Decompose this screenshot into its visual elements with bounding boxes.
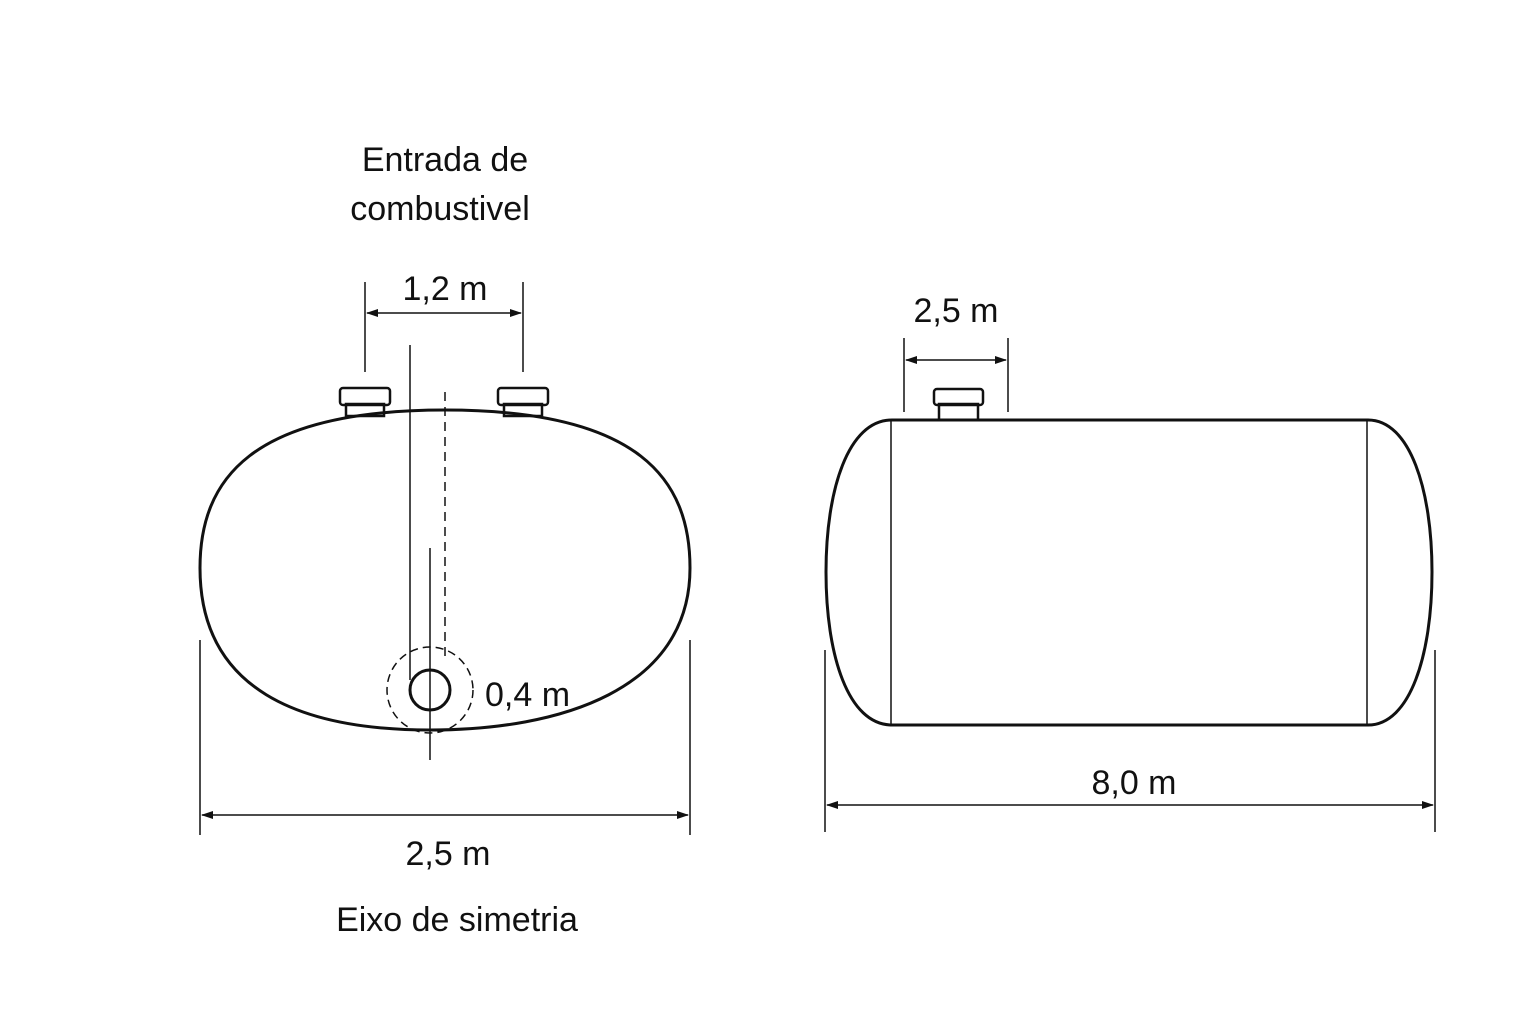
front-inlet-cap-left <box>338 386 392 418</box>
side-cap-offset-label: 2,5 m <box>913 292 998 330</box>
fuel-inlet-label-line2: combustivel <box>350 190 530 228</box>
side-length-label: 8,0 m <box>1091 764 1176 802</box>
fuel-inlet-label-line1: Entrada de <box>362 141 528 179</box>
side-tank-body <box>824 418 1434 727</box>
side-inlet-cap <box>932 387 985 422</box>
inlet-spacing-label: 1,2 m <box>402 270 487 308</box>
outlet-dashed-circle <box>386 646 474 734</box>
outlet-diameter-label: 0,4 m <box>485 676 570 714</box>
side-view: 2,5 m 8,0 m <box>824 292 1436 832</box>
symmetry-axis-label: Eixo de simetria <box>336 901 578 939</box>
outlet-circle <box>408 668 452 712</box>
front-width-label: 2,5 m <box>405 835 490 873</box>
front-view: Entrada de combustivel 1,2 m 0,4 m 2,5 m… <box>198 141 692 939</box>
front-inlet-cap-right <box>496 386 550 418</box>
